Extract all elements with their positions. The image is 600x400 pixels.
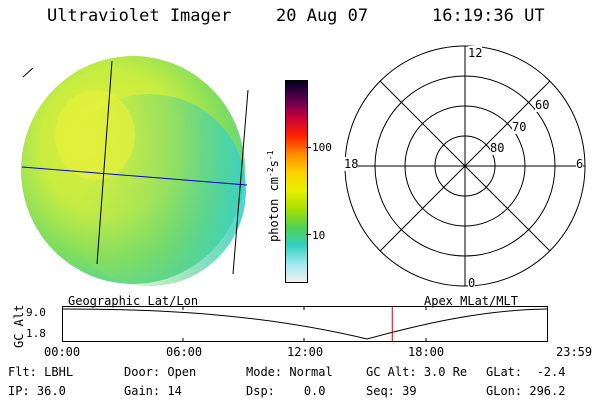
unit-exp1: -2 xyxy=(266,167,275,177)
flt-label: Flt: xyxy=(8,365,37,379)
geographic-label: Geographic Lat/Lon xyxy=(68,294,199,308)
earth-image xyxy=(21,56,249,286)
mlt-label-0: 0 xyxy=(468,276,476,290)
lat-label-60: 60 xyxy=(535,98,550,112)
glon-value: 296.2 xyxy=(529,384,566,398)
altitude-curve xyxy=(62,308,548,340)
glat-label: GLat: xyxy=(486,365,523,379)
date-label: 20 Aug 07 xyxy=(276,6,369,26)
colorbar xyxy=(285,80,308,283)
mlt-label-6: 6 xyxy=(576,157,584,171)
xtick-label-2: 12:00 xyxy=(287,345,324,359)
status-mode: Mode: Normal xyxy=(246,365,333,379)
xtick-label-1: 06:00 xyxy=(166,345,203,359)
unit-text-s: s xyxy=(267,160,281,168)
altplot-ylabel: GC Alt xyxy=(12,304,26,348)
dsp-value: 0.0 xyxy=(303,384,326,398)
mode-value: Normal xyxy=(289,365,333,379)
gain-label: Gain: xyxy=(124,384,161,398)
colorbar-tickmark-100 xyxy=(306,147,311,148)
seq-value: 39 xyxy=(402,384,417,398)
status-gcalt: GC Alt: 3.0 Re xyxy=(366,365,467,379)
polar-grid xyxy=(344,45,586,287)
flt-value: LBHL xyxy=(44,365,74,379)
geo-latitude-line xyxy=(21,166,248,186)
apex-label: Apex MLat/MLT xyxy=(424,294,518,308)
colorbar-tick-100: 100 xyxy=(312,141,332,154)
unit-text: photon cm xyxy=(267,176,281,242)
ip-label: IP: xyxy=(8,384,30,398)
time-label: 16:19:36 UT xyxy=(432,6,545,26)
colorbar-tickmark-10 xyxy=(306,234,311,235)
gcalt-label: GC Alt: xyxy=(366,365,417,379)
mode-label: Mode: xyxy=(246,365,283,379)
xtick-label-3: 18:00 xyxy=(408,345,445,359)
geo-longitude-line xyxy=(96,60,113,265)
limb-line-right xyxy=(232,89,249,275)
altplot-ytick-top: 9.0 xyxy=(26,306,46,319)
gcalt-value: 3.0 Re xyxy=(423,365,468,379)
status-door: Door: Open xyxy=(124,365,196,379)
door-label: Door: xyxy=(124,365,161,379)
unit-exp2: -1 xyxy=(266,150,275,161)
seq-label: Seq: xyxy=(366,384,395,398)
ip-value: 36.0 xyxy=(36,384,66,398)
limb-line-left xyxy=(22,67,34,78)
altplot-frame xyxy=(62,306,548,342)
status-glat: GLat: -2.4 xyxy=(486,365,565,379)
mlt-label-18: 18 xyxy=(344,157,359,171)
colorbar-gradient xyxy=(286,81,307,282)
status-gain: Gain: 14 xyxy=(124,384,182,398)
mlt-label-12: 12 xyxy=(468,46,483,60)
status-seq: Seq: 39 xyxy=(366,384,417,398)
glon-label: GLon: xyxy=(486,384,523,398)
status-glon: GLon: 296.2 xyxy=(486,384,565,398)
door-value: Open xyxy=(167,365,197,379)
status-dsp: Dsp: 0.0 xyxy=(246,384,326,398)
altitude-plot xyxy=(62,306,548,342)
earth-bright-region xyxy=(55,90,135,180)
xtick-label-0: 00:00 xyxy=(44,345,81,359)
status-ip: IP: 36.0 xyxy=(8,384,66,398)
polar-diagonal-2 xyxy=(379,80,551,252)
gain-value: 14 xyxy=(167,384,182,398)
colorbar-unit-label: photon cm-2s-1 xyxy=(266,150,281,242)
dsp-label: Dsp: xyxy=(246,384,275,398)
xtick-label-4: 23:59 xyxy=(556,345,593,359)
glat-value: -2.4 xyxy=(536,365,566,379)
status-flt: Flt: LBHL xyxy=(8,365,73,379)
lat-label-80: 80 xyxy=(490,141,505,155)
instrument-title: Ultraviolet Imager xyxy=(47,6,232,26)
colorbar-tick-10: 10 xyxy=(312,229,326,242)
altplot-ytick-bottom: 1.8 xyxy=(26,327,46,340)
lat-label-70: 70 xyxy=(512,120,527,134)
